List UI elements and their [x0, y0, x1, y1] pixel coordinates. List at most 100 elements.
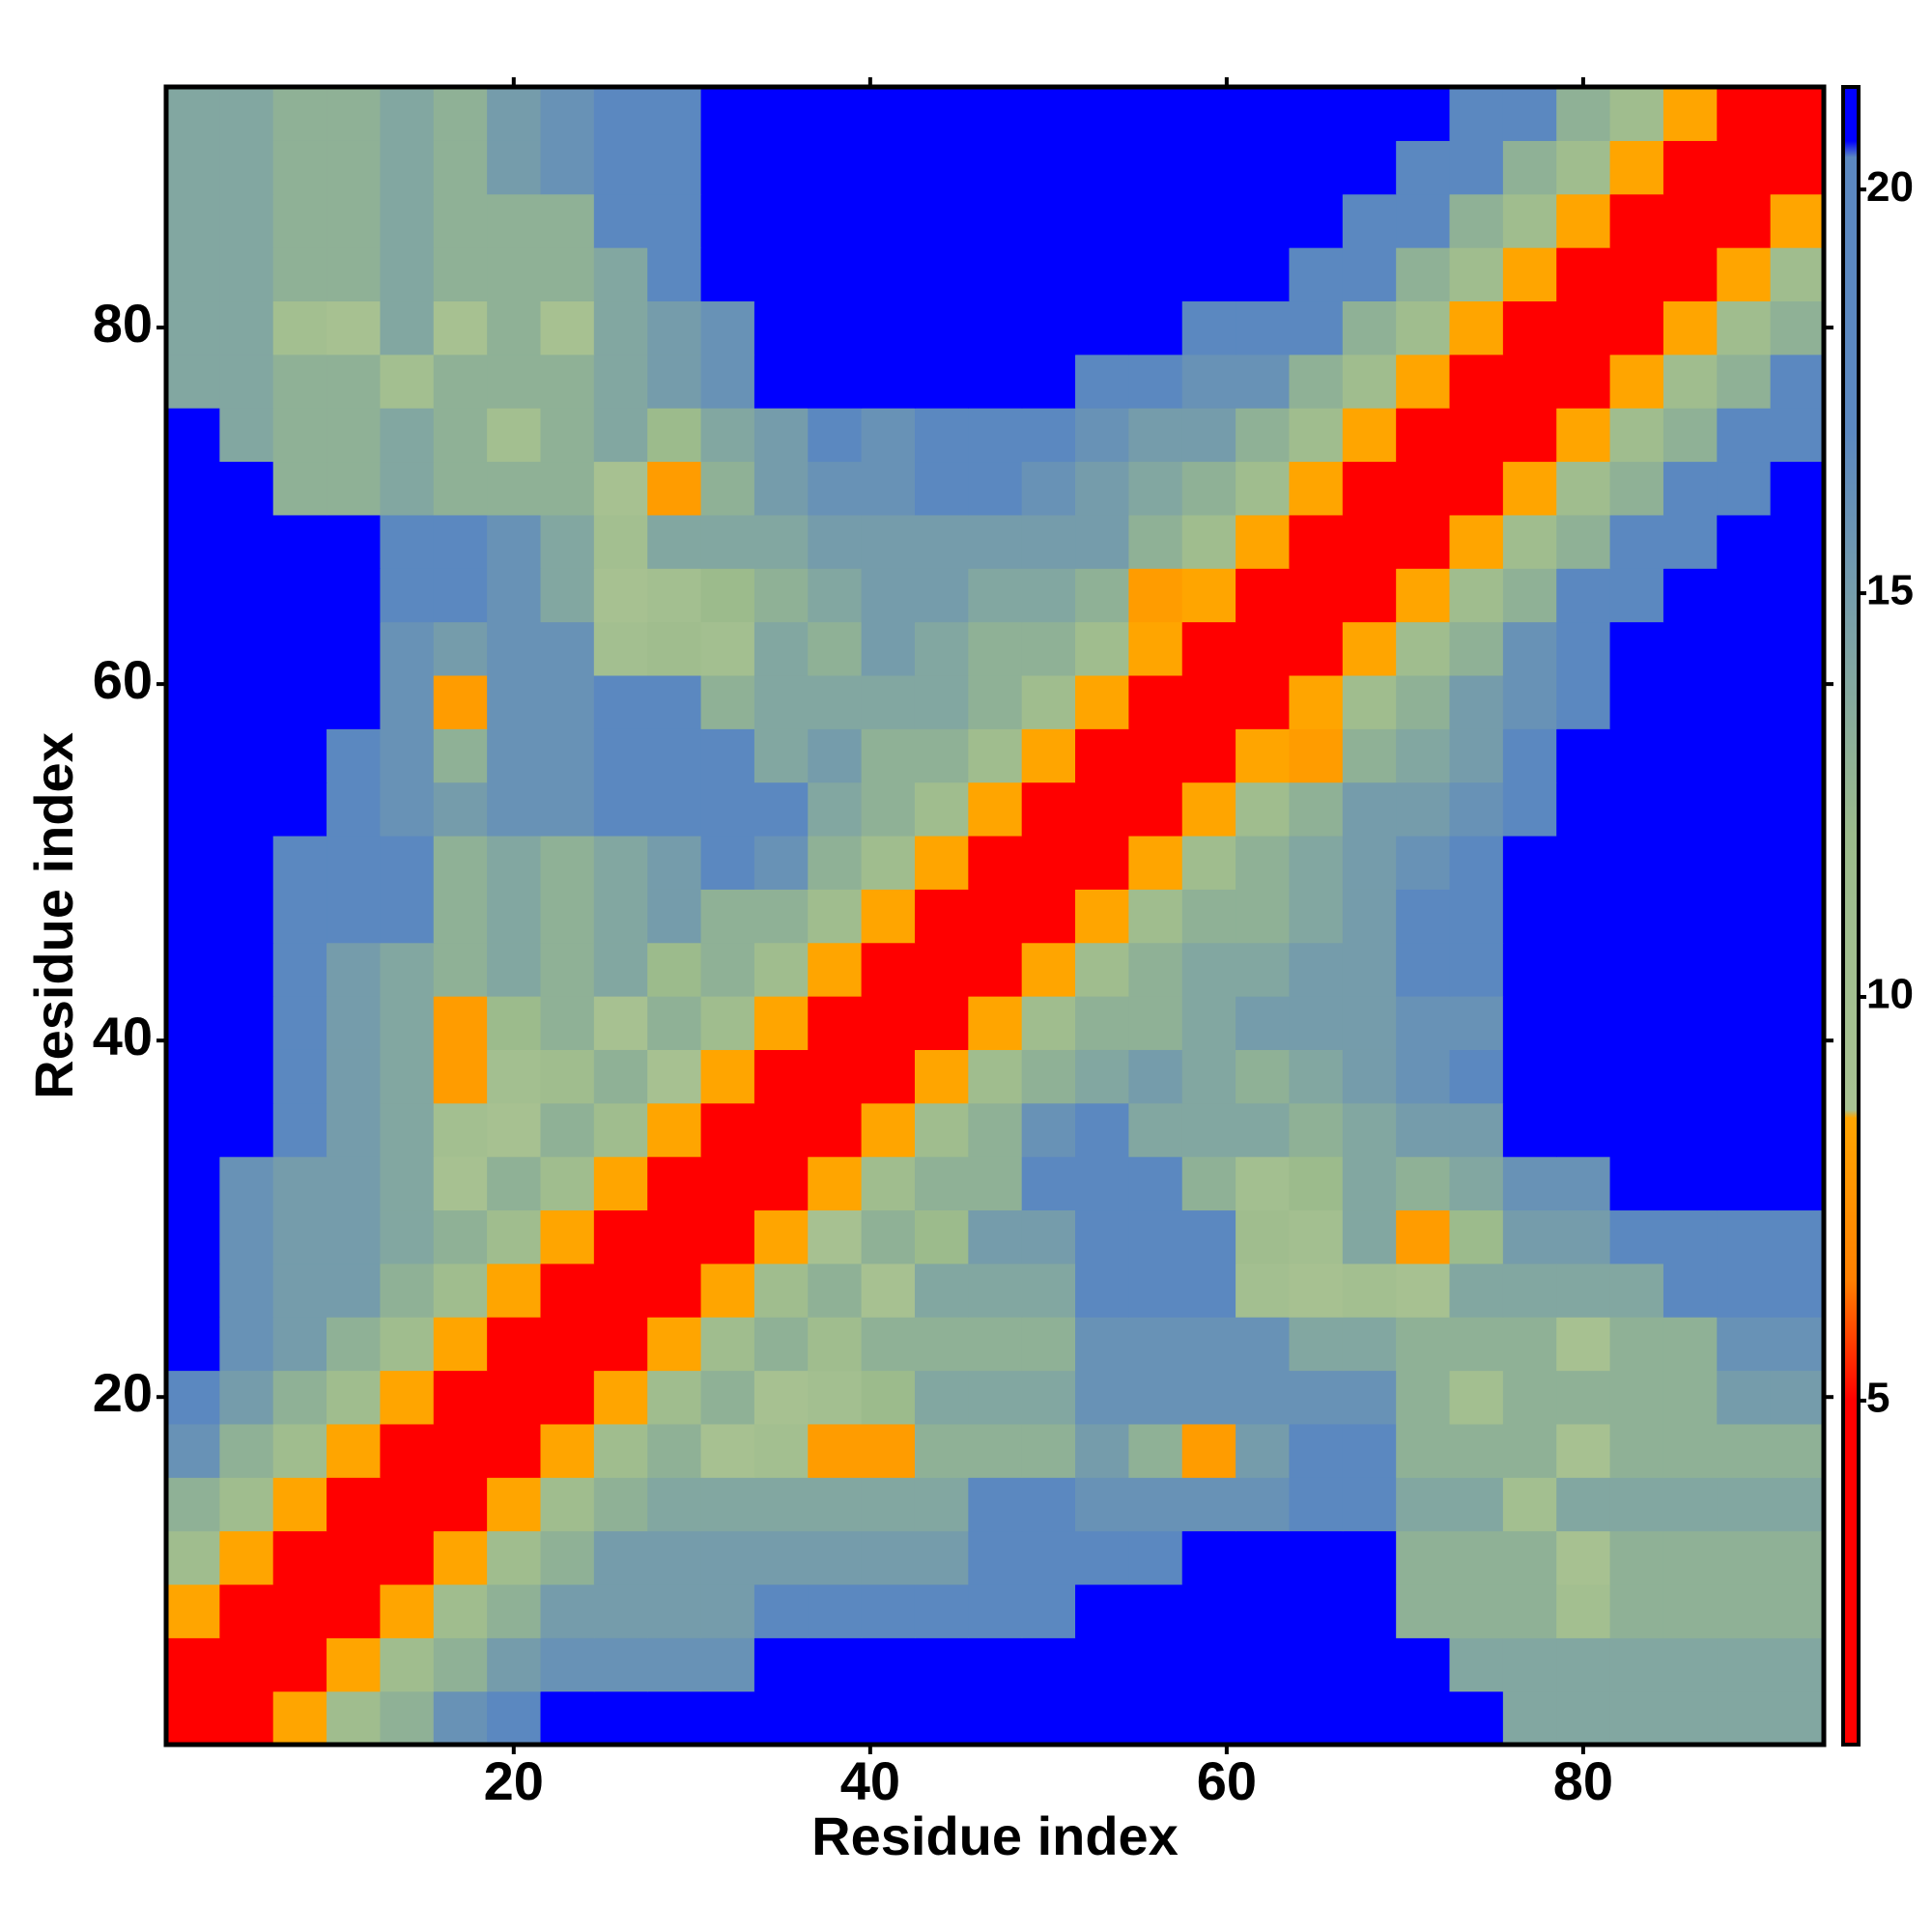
heatmap-cell — [1449, 674, 1504, 729]
heatmap-cell — [1609, 1156, 1664, 1211]
heatmap-cell — [861, 942, 916, 997]
heatmap-cell — [1717, 514, 1772, 569]
heatmap-cell — [219, 781, 274, 837]
heatmap-cell — [861, 1209, 916, 1264]
heatmap-cell — [1609, 408, 1664, 463]
heatmap-cell — [1662, 942, 1718, 997]
heatmap-cell — [808, 728, 863, 783]
heatmap-cell — [1770, 300, 1825, 355]
heatmap-cell — [1502, 996, 1557, 1050]
heatmap-cell — [166, 1263, 220, 1318]
heatmap-cell — [1342, 621, 1397, 676]
heatmap-cell — [593, 1049, 648, 1104]
heatmap-cell — [861, 781, 916, 837]
heatmap-cell — [219, 728, 274, 783]
heatmap-cell — [540, 408, 595, 463]
heatmap-cell — [1075, 621, 1129, 676]
heatmap-cell — [1342, 1637, 1397, 1692]
heatmap-cell — [433, 835, 488, 890]
heatmap-cell — [1289, 87, 1344, 141]
heatmap-cell — [272, 1583, 327, 1638]
heatmap-cell — [327, 247, 382, 302]
heatmap-cell — [808, 1637, 863, 1692]
heatmap-cell — [1021, 1263, 1076, 1318]
heatmap-cell — [968, 193, 1023, 248]
heatmap-cell — [272, 1209, 327, 1264]
heatmap-cell — [1342, 408, 1397, 463]
heatmap-cell — [1609, 1637, 1664, 1692]
heatmap-cell — [1556, 621, 1611, 676]
heatmap-cell — [1770, 1423, 1825, 1478]
heatmap-cell — [1717, 1423, 1772, 1478]
heatmap-cell — [1396, 247, 1451, 302]
heatmap-cell — [272, 1370, 327, 1425]
heatmap-cell — [1075, 996, 1129, 1050]
heatmap-cell — [808, 1263, 863, 1318]
heatmap-cell — [327, 1423, 382, 1478]
heatmap-cell — [808, 781, 863, 837]
heatmap-cell — [1128, 835, 1183, 890]
heatmap-cell — [487, 996, 542, 1050]
heatmap-cell — [219, 1156, 274, 1211]
heatmap-cell — [1662, 1583, 1718, 1638]
heatmap-cell — [380, 621, 435, 676]
heatmap-cell — [808, 1423, 863, 1478]
colorbar — [1841, 85, 1861, 1747]
heatmap-cell — [647, 674, 702, 729]
heatmap-cell — [272, 1477, 327, 1532]
heatmap-cell — [1770, 942, 1825, 997]
heatmap-cell — [1502, 1049, 1557, 1104]
heatmap-cell — [1181, 996, 1236, 1050]
heatmap-cell — [1075, 1209, 1129, 1264]
heatmap-cell — [1181, 942, 1236, 997]
heatmap-cell — [968, 1102, 1023, 1157]
heatmap-cell — [647, 408, 702, 463]
heatmap-cell — [1128, 781, 1183, 837]
heatmap-cell — [808, 514, 863, 569]
heatmap-cell — [593, 193, 648, 248]
heatmap-cell — [272, 1156, 327, 1211]
heatmap-cell — [327, 1530, 382, 1585]
heatmap-cell — [1717, 140, 1772, 195]
heatmap-cell — [1236, 835, 1291, 890]
heatmap-cell — [1075, 514, 1129, 569]
heatmap-cell — [647, 461, 702, 516]
heatmap-cell — [1717, 1690, 1772, 1746]
heatmap-cell — [1075, 300, 1129, 355]
heatmap-cell — [593, 300, 648, 355]
heatmap-cell — [1396, 1477, 1451, 1532]
heatmap-cell — [380, 1209, 435, 1264]
heatmap-cell — [540, 193, 595, 248]
heatmap-cell — [1128, 889, 1183, 944]
heatmap-cell — [861, 300, 916, 355]
heatmap-cell — [700, 942, 755, 997]
heatmap-cell — [1662, 1156, 1718, 1211]
heatmap-cell — [1021, 568, 1076, 623]
heatmap-cell — [1502, 1423, 1557, 1478]
heatmap-cell — [1181, 514, 1236, 569]
heatmap-cell — [861, 889, 916, 944]
heatmap-cell — [219, 996, 274, 1050]
heatmap-cell — [1396, 1049, 1451, 1104]
heatmap-cell — [380, 942, 435, 997]
heatmap-cell — [1449, 354, 1504, 409]
heatmap-cell — [1449, 461, 1504, 516]
heatmap-cell — [1236, 87, 1291, 141]
heatmap-cell — [1770, 1477, 1825, 1532]
heatmap-cell — [968, 728, 1023, 783]
heatmap-cell — [166, 728, 220, 783]
heatmap-cell — [272, 1102, 327, 1157]
heatmap-cell — [753, 1209, 809, 1264]
heatmap-cell — [1609, 87, 1664, 141]
heatmap-cell — [1075, 1156, 1129, 1211]
heatmap-cell — [1717, 996, 1772, 1050]
heatmap-cell — [1717, 87, 1772, 141]
heatmap-cell — [861, 1690, 916, 1746]
heatmap-cell — [1289, 781, 1344, 837]
heatmap-cell — [861, 247, 916, 302]
heatmap-cell — [1181, 1317, 1236, 1372]
heatmap-cell — [1717, 461, 1772, 516]
heatmap-cell — [914, 193, 969, 248]
heatmap-cell — [1342, 835, 1397, 890]
heatmap-cell — [540, 568, 595, 623]
